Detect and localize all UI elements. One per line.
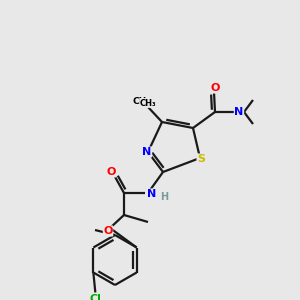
Text: N: N (147, 189, 157, 199)
Text: Cl: Cl (89, 293, 101, 300)
Text: N: N (234, 107, 244, 117)
Text: CH₃: CH₃ (133, 98, 151, 106)
Text: CH₃: CH₃ (140, 98, 156, 107)
Text: O: O (210, 83, 220, 93)
Text: N: N (142, 147, 152, 157)
Text: S: S (197, 154, 205, 164)
Text: O: O (106, 167, 116, 177)
Text: H: H (160, 192, 168, 202)
Text: O: O (103, 226, 113, 236)
